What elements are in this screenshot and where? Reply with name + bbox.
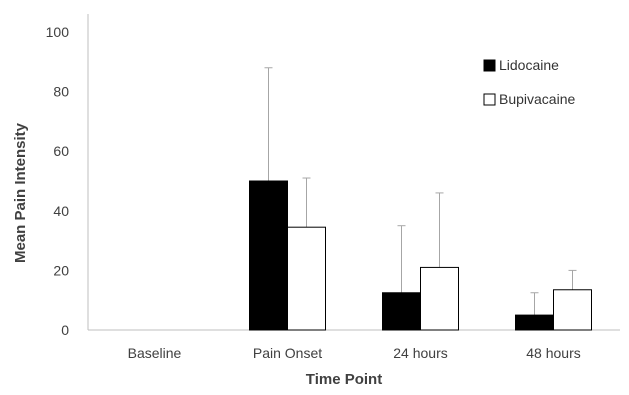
legend-swatch — [483, 93, 496, 106]
y-tick-label: 40 — [53, 203, 69, 219]
bar — [420, 266, 459, 331]
x-axis-title: Time Point — [306, 371, 382, 388]
x-tick-label: Pain Onset — [253, 345, 322, 361]
bar — [382, 292, 421, 331]
y-tick-label: 100 — [46, 24, 70, 40]
x-tick-label: Baseline — [128, 345, 182, 361]
bars — [249, 180, 592, 331]
bar — [553, 289, 592, 331]
legend-label: Lidocaine — [499, 57, 559, 73]
x-tick-label: 24 hours — [393, 345, 447, 361]
bar — [287, 226, 326, 331]
error-bars — [264, 67, 577, 316]
y-tick-label: 20 — [53, 262, 69, 278]
y-tick-labels: 0 20 40 60 80 100 — [46, 24, 70, 338]
bar — [515, 314, 554, 331]
legend-label: Bupivacaine — [499, 91, 575, 107]
x-tick-label: 48 hours — [526, 345, 580, 361]
y-axis-title: Mean Pain Intensity — [12, 122, 29, 263]
y-tick-label: 60 — [53, 143, 69, 159]
y-tick-label: 80 — [53, 84, 69, 100]
legend: Lidocaine Bupivacaine — [483, 57, 575, 107]
y-tick-label: 0 — [61, 322, 69, 338]
legend-swatch — [483, 59, 496, 72]
x-tick-labels: Baseline Pain Onset 24 hours 48 hours — [128, 345, 581, 361]
bar — [249, 180, 288, 331]
